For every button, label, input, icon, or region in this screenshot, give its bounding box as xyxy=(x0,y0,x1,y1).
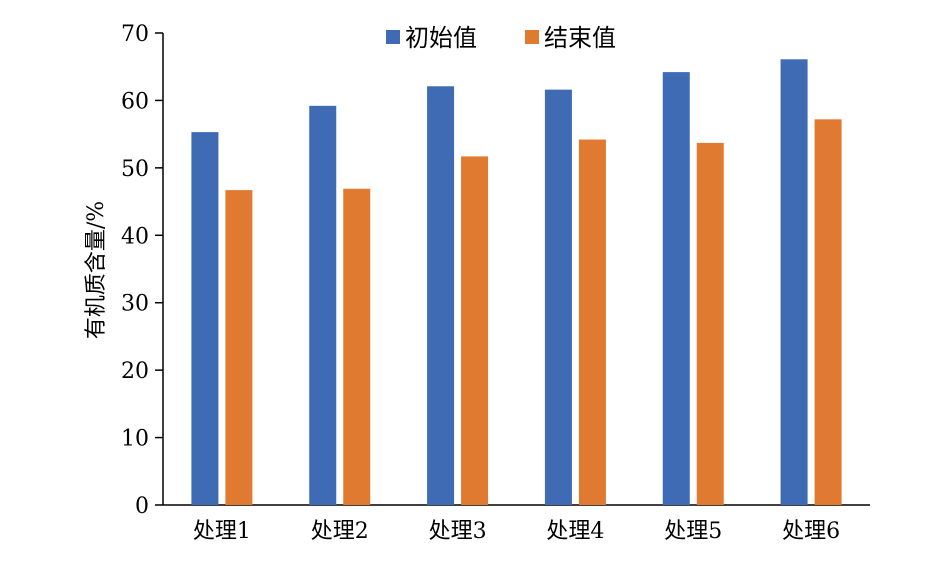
y-tick-label: 60 xyxy=(121,89,149,114)
bar-initial xyxy=(191,132,219,505)
bar-final xyxy=(578,139,606,505)
x-tick-label: 处理6 xyxy=(782,519,840,544)
y-tick-label: 50 xyxy=(121,157,149,182)
bar-initial xyxy=(544,89,572,505)
x-tick-label: 处理1 xyxy=(193,519,251,544)
chart-legend: 初始值 结束值 xyxy=(386,24,616,52)
y-tick-label: 10 xyxy=(121,427,149,452)
bar-initial xyxy=(662,72,690,505)
x-tick-label: 处理3 xyxy=(429,519,487,544)
y-axis-title: 有机质含量/% xyxy=(84,201,109,339)
bar-initial xyxy=(780,59,808,505)
x-tick-label: 处理4 xyxy=(546,519,604,544)
y-axis: 0 10 20 30 40 50 60 70 xyxy=(121,22,164,519)
legend-label: 初始值 xyxy=(405,24,477,52)
bars-group xyxy=(191,59,842,506)
legend-swatch xyxy=(525,30,539,44)
y-tick-label: 0 xyxy=(135,494,149,519)
bar-final xyxy=(814,119,842,506)
x-tick-label: 处理2 xyxy=(311,519,369,544)
bar-final xyxy=(343,188,371,505)
legend-label: 结束值 xyxy=(544,24,616,52)
y-tick-label: 40 xyxy=(121,224,149,249)
bar-final xyxy=(461,156,489,505)
x-axis: 处理1 处理2 处理3 处理4 处理5 处理6 xyxy=(163,504,870,544)
bar-initial xyxy=(309,105,337,505)
y-tick-label: 20 xyxy=(121,359,149,384)
y-tick-label: 30 xyxy=(121,292,149,317)
bar-final xyxy=(225,190,253,505)
bar-final xyxy=(696,142,724,505)
x-tick-label: 处理5 xyxy=(664,519,722,544)
bar-initial xyxy=(427,86,455,506)
legend-swatch xyxy=(386,30,400,44)
y-tick-label: 70 xyxy=(121,22,149,47)
